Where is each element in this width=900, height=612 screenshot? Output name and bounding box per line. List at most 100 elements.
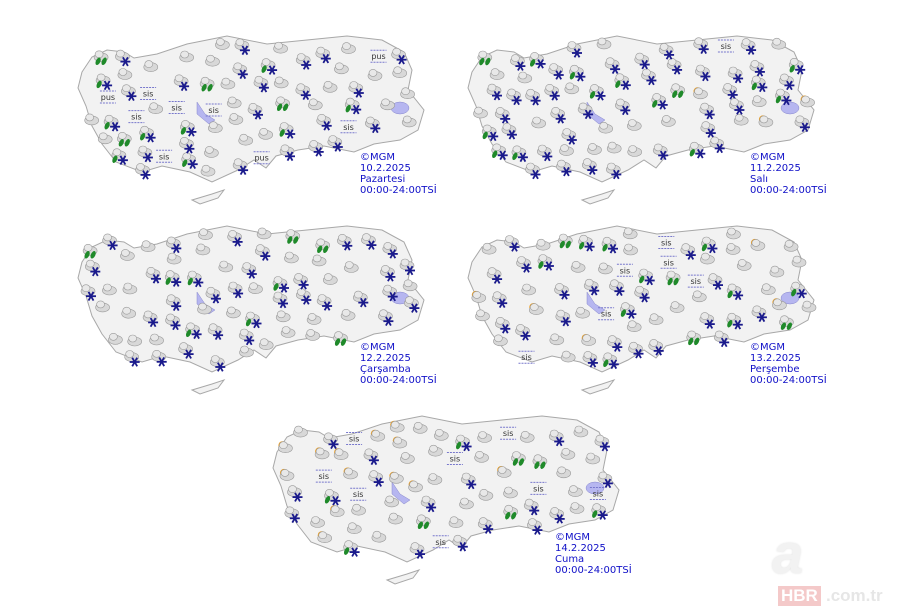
cloud-icon <box>239 345 254 358</box>
snow-icon <box>364 116 381 134</box>
cloud-icon <box>322 273 338 285</box>
sleet-icon <box>602 352 619 370</box>
sleet-icon <box>638 268 655 286</box>
cloud-icon <box>726 227 741 240</box>
snow-icon <box>361 233 377 250</box>
cloud-icon <box>392 66 408 79</box>
cloud-icon <box>305 329 320 341</box>
snow-icon <box>494 107 511 124</box>
snow-icon <box>699 312 715 329</box>
cloud-icon <box>692 290 707 303</box>
snow-icon <box>779 73 795 91</box>
cloud-icon <box>334 62 349 75</box>
sleet-icon <box>164 270 182 287</box>
caption-date: 10.2.2025 <box>360 163 411 174</box>
partly-sunny-icon <box>750 238 766 251</box>
snow-icon <box>272 291 288 309</box>
lake-tuz <box>391 481 411 505</box>
lake-van <box>780 101 800 115</box>
cloud-icon <box>238 133 253 146</box>
sleet-icon <box>775 88 792 106</box>
cloud-icon <box>97 132 113 145</box>
snow-icon <box>178 342 194 359</box>
cloud-icon <box>179 50 194 63</box>
cloud-icon <box>478 489 494 501</box>
sleet-icon <box>455 434 472 452</box>
rain-icon <box>477 50 493 66</box>
turkey-map: sis sis sis sis sis sis sis sis <box>272 415 620 585</box>
partly-sunny-icon <box>317 531 332 543</box>
caption-date: 14.2.2025 <box>555 543 606 554</box>
cloud-icon <box>564 82 580 95</box>
cloud-icon <box>428 444 443 457</box>
snow-icon <box>582 158 598 175</box>
svg-text:sis: sis <box>159 152 170 161</box>
svg-text:sis: sis <box>143 90 154 99</box>
cloud-icon <box>384 495 399 508</box>
snow-icon <box>151 350 167 367</box>
snow-icon <box>506 88 522 106</box>
snow-icon <box>241 262 257 279</box>
caption-period: 00:00-24:00TSİ <box>360 185 437 196</box>
cloud-icon <box>769 265 785 278</box>
svg-text:sis: sis <box>171 104 182 113</box>
sleet-icon <box>589 84 606 101</box>
rain-icon <box>315 238 331 254</box>
snow-icon <box>729 98 745 115</box>
svg-text:sis: sis <box>601 310 612 319</box>
snow-icon <box>699 102 715 120</box>
snow-icon <box>504 235 520 252</box>
sleet-icon <box>788 57 806 75</box>
snow-icon <box>634 52 650 70</box>
caption-period: 00:00-24:00TSİ <box>360 375 437 386</box>
cloud-icon <box>760 283 776 295</box>
cloud-icon <box>771 37 787 50</box>
snow-icon <box>452 534 468 552</box>
snow-icon <box>368 470 384 487</box>
svg-text:sis: sis <box>533 484 544 493</box>
snow-icon <box>794 115 810 133</box>
snow-icon <box>537 144 553 162</box>
svg-text:sis: sis <box>661 239 672 248</box>
cloud-icon <box>367 69 383 81</box>
cloud-icon <box>626 320 642 332</box>
cloud-icon <box>489 68 505 80</box>
cloud-icon <box>669 301 685 313</box>
cloud-icon <box>573 425 589 438</box>
cloud-icon <box>140 240 156 253</box>
sleet-icon <box>578 234 595 252</box>
cloud-icon <box>228 113 244 125</box>
snow-icon <box>363 448 379 466</box>
partly-sunny-icon <box>278 441 293 454</box>
svg-text:pus: pus <box>371 52 385 61</box>
snow-icon <box>210 355 226 372</box>
weather-map-2: sis ©MGM 11.2.2025 Salı 00:00-24:00TSİ <box>452 22 832 207</box>
snow-icon <box>316 114 332 131</box>
sleet-icon <box>591 503 608 520</box>
sleet-icon <box>620 302 637 319</box>
snow-icon <box>207 323 224 340</box>
caption-period: 00:00-24:00TSİ <box>555 565 632 576</box>
map-caption: ©MGM 12.2.2025 Çarşamba 00:00-24:00TSİ <box>360 342 437 386</box>
snow-icon <box>727 66 744 84</box>
partly-sunny-icon <box>408 480 423 493</box>
cloud-icon <box>256 227 272 240</box>
cloud-icon <box>306 313 322 325</box>
snow-icon <box>680 243 696 260</box>
sleet-icon <box>103 114 121 132</box>
snow-icon <box>604 57 621 74</box>
snow-icon <box>722 83 738 100</box>
sleet-icon <box>614 73 631 90</box>
map-caption: ©MGM 10.2.2025 Pazartesi 00:00-24:00TSİ <box>360 152 437 196</box>
snow-icon <box>549 507 565 524</box>
snow-icon <box>352 290 369 308</box>
snow-icon <box>166 236 182 254</box>
snow-icon <box>615 98 631 116</box>
sleet-icon <box>689 141 706 159</box>
partly-sunny-icon <box>333 448 349 461</box>
snow-icon <box>279 144 295 162</box>
sleet-icon <box>260 58 278 75</box>
svg-text:sis: sis <box>663 258 674 267</box>
cloud-icon <box>84 113 100 126</box>
svg-text:sis: sis <box>435 538 446 547</box>
